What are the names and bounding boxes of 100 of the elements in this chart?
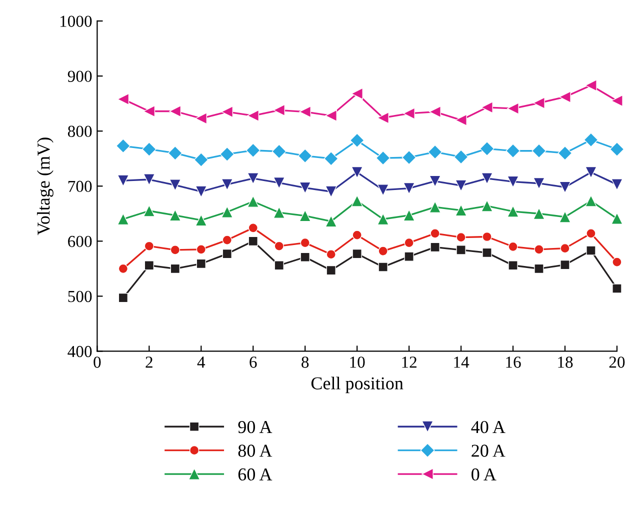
point — [506, 144, 520, 158]
point — [560, 260, 570, 270]
point — [455, 180, 467, 192]
point — [169, 179, 182, 191]
point — [352, 230, 362, 240]
x-axis-title: Cell position — [311, 376, 404, 394]
point — [246, 143, 260, 158]
point — [326, 265, 336, 276]
point — [377, 184, 389, 196]
point — [377, 112, 389, 124]
point — [351, 195, 363, 207]
point — [299, 182, 312, 194]
point — [325, 110, 337, 122]
point — [533, 97, 545, 109]
point — [247, 110, 260, 122]
point — [429, 201, 441, 213]
x-tick-label: 18 — [558, 356, 573, 368]
point — [273, 206, 286, 218]
point — [481, 102, 493, 114]
point — [559, 181, 571, 194]
point — [274, 260, 284, 270]
point — [196, 258, 206, 269]
legend-label: 20 A — [472, 444, 506, 457]
point — [586, 246, 596, 256]
point — [403, 108, 415, 120]
point — [222, 235, 232, 245]
point — [378, 246, 388, 256]
point — [350, 133, 364, 148]
x-tick-label: 0 — [94, 356, 101, 368]
y-tick-label: 500 — [68, 290, 92, 302]
point — [170, 245, 180, 255]
y-tick-label: 800 — [68, 126, 92, 138]
point — [143, 105, 156, 118]
x-tick-label: 4 — [197, 356, 206, 368]
point — [507, 206, 519, 218]
point — [585, 79, 597, 92]
point — [586, 228, 596, 238]
point — [352, 248, 362, 259]
point — [169, 105, 182, 118]
y-tick-label: 600 — [68, 236, 92, 248]
point — [377, 213, 389, 226]
y-tick-label: 700 — [68, 180, 92, 192]
point — [480, 141, 494, 156]
point — [144, 260, 154, 270]
point — [559, 211, 571, 223]
point — [430, 242, 440, 252]
point — [272, 144, 286, 159]
point — [534, 244, 544, 254]
point — [481, 200, 493, 212]
point — [221, 106, 234, 118]
y-axis-title: Voltage (mV) — [37, 138, 54, 236]
point — [508, 242, 518, 252]
legend-label: 90 A — [238, 420, 272, 434]
point — [585, 195, 597, 207]
point — [429, 106, 441, 118]
point — [247, 196, 260, 208]
point — [195, 214, 208, 226]
point — [533, 208, 545, 220]
point — [196, 244, 206, 254]
point — [300, 238, 310, 248]
x-tick-label: 12 — [402, 356, 416, 368]
point — [534, 264, 544, 274]
point — [299, 210, 312, 222]
point — [430, 228, 440, 238]
y-tick-label: 900 — [68, 70, 92, 82]
point — [221, 206, 234, 218]
point — [559, 91, 571, 103]
y-tick-label: 1000 — [60, 16, 92, 27]
point — [351, 166, 363, 178]
point — [507, 102, 519, 114]
point — [351, 88, 363, 100]
point — [455, 204, 467, 216]
point — [560, 243, 570, 254]
point — [273, 104, 286, 116]
point — [403, 182, 415, 194]
point — [274, 241, 284, 251]
point — [222, 248, 232, 259]
point — [482, 248, 492, 258]
point — [324, 151, 338, 166]
point — [611, 94, 623, 107]
point — [456, 232, 466, 242]
point — [404, 252, 414, 262]
point — [248, 223, 258, 233]
point — [507, 176, 519, 188]
legend-label: 40 A — [471, 420, 506, 434]
point — [455, 114, 467, 126]
point — [247, 172, 260, 184]
point — [610, 142, 624, 156]
point — [220, 146, 234, 162]
point — [428, 144, 442, 160]
x-tick-label: 10 — [350, 356, 365, 368]
point — [144, 241, 154, 251]
x-tick-label: 6 — [250, 356, 257, 368]
point — [585, 166, 597, 178]
point — [508, 260, 518, 270]
point — [298, 148, 312, 164]
point — [194, 152, 208, 167]
point — [482, 232, 492, 242]
x-tick-label: 20 — [609, 356, 625, 368]
point — [116, 138, 130, 154]
